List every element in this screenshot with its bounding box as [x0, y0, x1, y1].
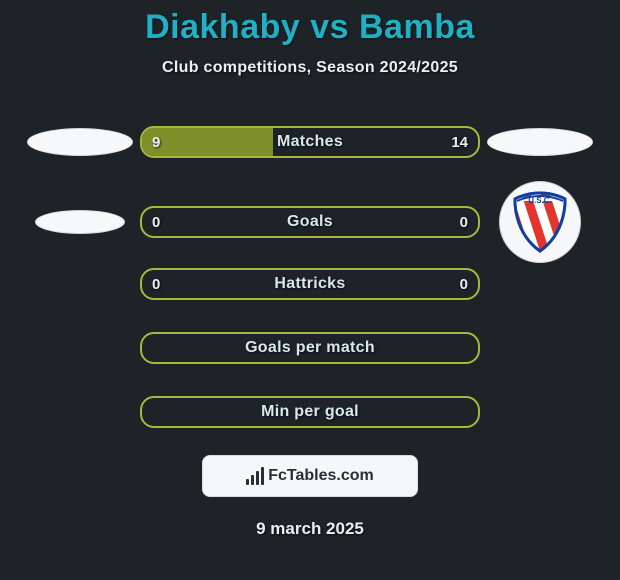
badge-initials: U.S.C.: [528, 196, 552, 205]
stat-left-value: 0: [152, 208, 160, 236]
fctables-watermark[interactable]: FcTables.com: [202, 455, 418, 497]
fctables-logo-icon: [246, 467, 264, 485]
right-player-avatar-placeholder: [487, 128, 593, 156]
right-spacer: [480, 323, 600, 373]
stat-label: Goals per match: [142, 334, 478, 362]
left-spacer: [20, 323, 140, 373]
comparison-container: Diakhaby vs Bamba Club competitions, Sea…: [0, 0, 620, 539]
stat-left-value: 0: [152, 270, 160, 298]
left-club-slot: [20, 197, 140, 247]
stat-bar-matches: 9 Matches 14: [140, 126, 480, 158]
stat-row-goals: 0 Goals 0 U: [0, 181, 620, 263]
stat-row-hattricks: 0 Hattricks 0: [0, 259, 620, 309]
stat-bar-min-per-goal: Min per goal: [140, 396, 480, 428]
club-badge-svg: U.S.C.: [505, 187, 575, 257]
stat-right-value: 0: [460, 270, 468, 298]
stat-label: Hattricks: [142, 270, 478, 298]
right-club-slot: U.S.C.: [480, 181, 600, 263]
stat-label: Min per goal: [142, 398, 478, 426]
stat-bar-hattricks: 0 Hattricks 0: [140, 268, 480, 300]
page-title: Diakhaby vs Bamba: [0, 8, 620, 47]
right-spacer: [480, 387, 600, 437]
stat-bar-fill: [142, 128, 273, 156]
stat-bar-goals: 0 Goals 0: [140, 206, 480, 238]
left-club-badge-placeholder: [35, 210, 125, 234]
left-spacer: [20, 387, 140, 437]
left-avatar-slot: [20, 117, 140, 167]
stat-row-goals-per-match: Goals per match: [0, 323, 620, 373]
right-spacer: [480, 259, 600, 309]
stat-right-value: 14: [451, 128, 468, 156]
stat-bar-goals-per-match: Goals per match: [140, 332, 480, 364]
stat-left-value: 9: [152, 128, 160, 156]
page-subtitle: Club competitions, Season 2024/2025: [0, 59, 620, 77]
generated-date: 9 march 2025: [0, 519, 620, 539]
right-avatar-slot: [480, 117, 600, 167]
stat-right-value: 0: [460, 208, 468, 236]
stat-row-min-per-goal: Min per goal: [0, 387, 620, 437]
stat-row-matches: 9 Matches 14: [0, 117, 620, 167]
left-player-avatar-placeholder: [27, 128, 133, 156]
left-spacer: [20, 259, 140, 309]
stat-label: Goals: [142, 208, 478, 236]
right-club-badge: U.S.C.: [499, 181, 581, 263]
fctables-text: FcTables.com: [268, 467, 374, 485]
